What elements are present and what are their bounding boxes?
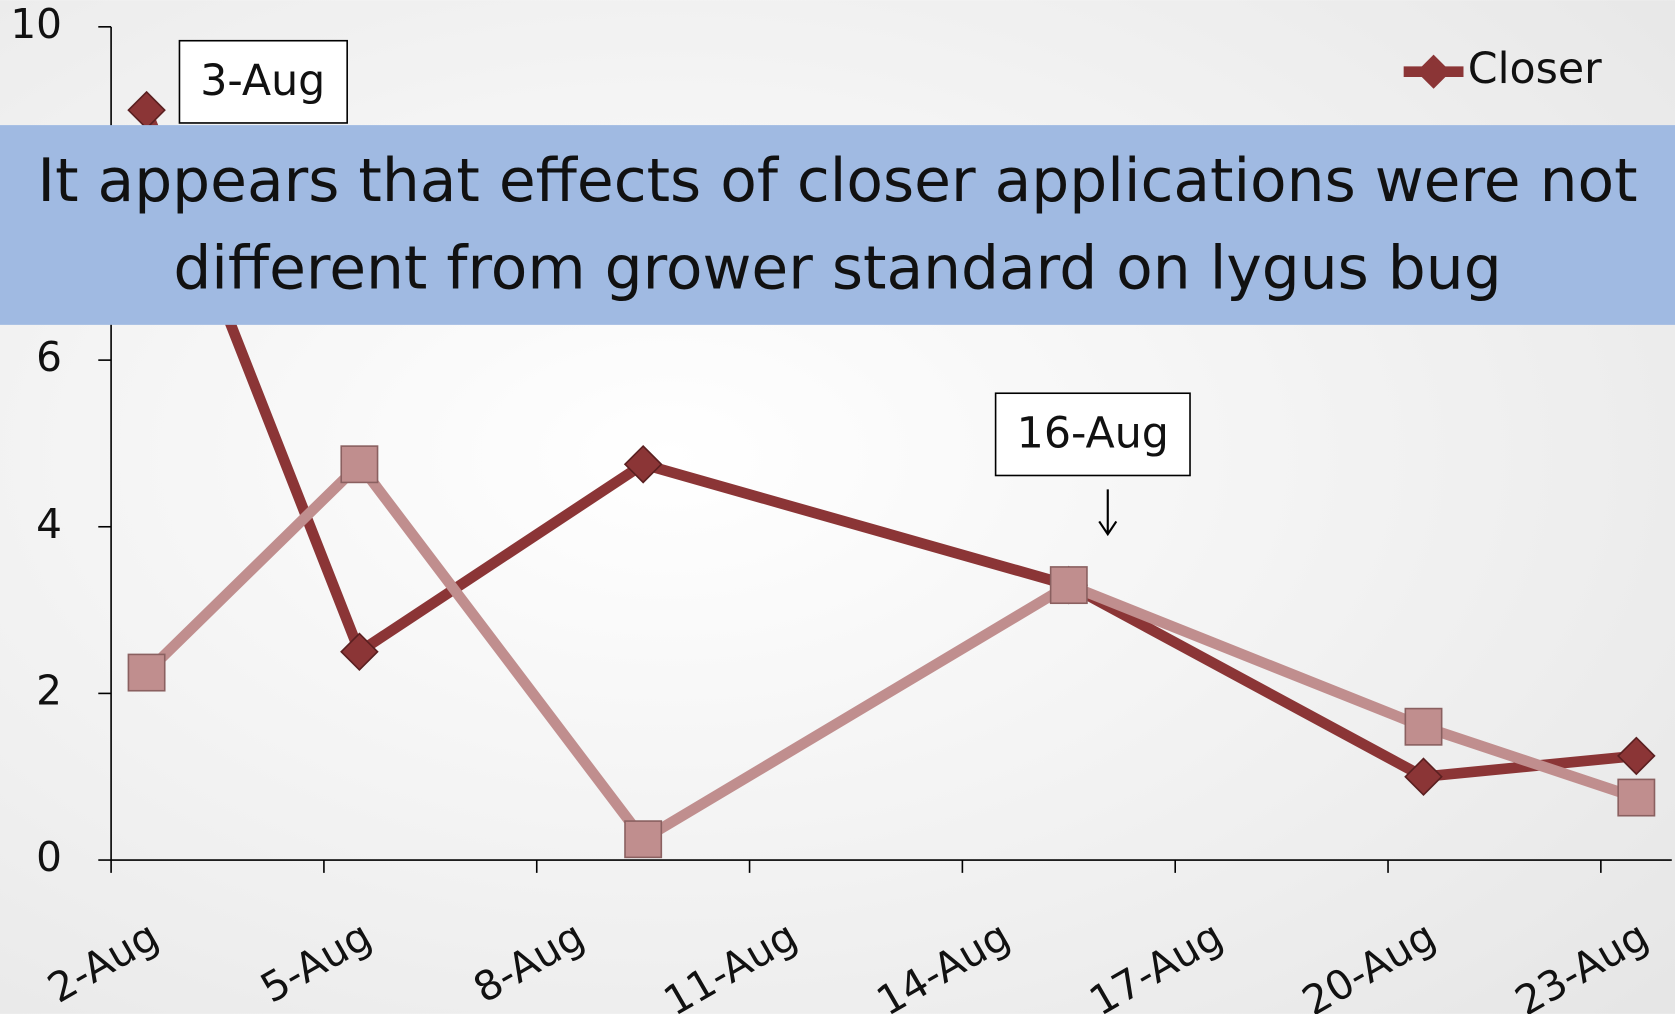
marker — [340, 632, 379, 672]
marker — [624, 820, 663, 859]
y-tick-label: 2 — [36, 666, 62, 714]
annotation-arrow — [1098, 489, 1118, 537]
y-tick-label: 10 — [10, 0, 62, 48]
y-tick-label: 6 — [36, 333, 62, 381]
marker — [1049, 566, 1088, 605]
banner-text: It appears that effects of closer applic… — [37, 145, 1638, 303]
banner — [0, 125, 1675, 325]
marker — [1404, 757, 1443, 797]
marker — [1617, 736, 1656, 776]
y-tick-label: 0 — [36, 833, 62, 881]
legend-label: Closer — [1468, 44, 1602, 94]
series-line — [142, 458, 1639, 845]
marker — [340, 445, 379, 484]
marker — [127, 653, 166, 692]
annotation-box — [178, 39, 348, 124]
annotation: 16-Aug — [1017, 408, 1169, 458]
y-tick-label: 4 — [36, 500, 62, 548]
annotation-box — [994, 392, 1191, 477]
marker — [1617, 778, 1656, 817]
marker — [1404, 707, 1443, 746]
annotation: 3-Aug — [200, 56, 325, 106]
series-line — [141, 108, 1637, 783]
overlay: 3-Aug 16-Aug It appears that effects of … — [0, 39, 1675, 537]
marker — [623, 444, 663, 484]
banner-container: It appears that effects of closer applic… — [37, 145, 1638, 303]
